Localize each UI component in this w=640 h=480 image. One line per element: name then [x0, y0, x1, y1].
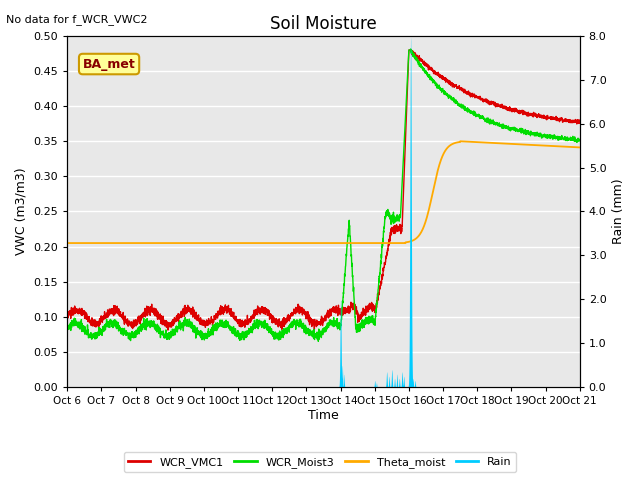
Text: BA_met: BA_met — [83, 58, 136, 71]
Y-axis label: VWC (m3/m3): VWC (m3/m3) — [15, 168, 28, 255]
Y-axis label: Rain (mm): Rain (mm) — [612, 179, 625, 244]
X-axis label: Time: Time — [308, 409, 339, 422]
Title: Soil Moisture: Soil Moisture — [270, 15, 377, 33]
Legend: WCR_VMC1, WCR_Moist3, Theta_moist, Rain: WCR_VMC1, WCR_Moist3, Theta_moist, Rain — [124, 452, 516, 472]
Text: No data for f_WCR_VWC2: No data for f_WCR_VWC2 — [6, 14, 148, 25]
